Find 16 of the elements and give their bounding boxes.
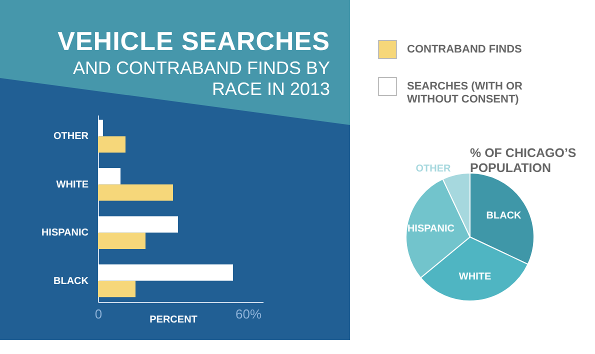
legend-label: SEARCHES (WITH OR WITHOUT CONSENT) — [407, 80, 523, 106]
slice-label: BLACK — [486, 210, 522, 222]
chart-title: VEHICLE SEARCHES — [56, 26, 330, 57]
y-tick-label: BLACK — [54, 276, 90, 287]
chart-title: % OF CHICAGO’S POPULATION — [470, 146, 578, 176]
chart-subtitle: AND CONTRABAND FINDS BY RACE IN 2013 — [72, 58, 330, 100]
x-tick-label: 60% — [235, 306, 262, 322]
y-tick-label: WHITE — [56, 179, 89, 190]
x-tick-label: 0 — [94, 306, 102, 322]
legend-label: CONTRABAND FINDS — [407, 44, 522, 56]
y-tick-label: OTHER — [54, 131, 90, 142]
y-tick-label: HISPANIC — [41, 228, 88, 239]
slice-label: OTHER — [416, 164, 452, 175]
x-axis-title: PERCENT — [150, 314, 198, 326]
slice-label: HISPANIC — [407, 223, 454, 234]
slice-label: WHITE — [458, 272, 492, 283]
